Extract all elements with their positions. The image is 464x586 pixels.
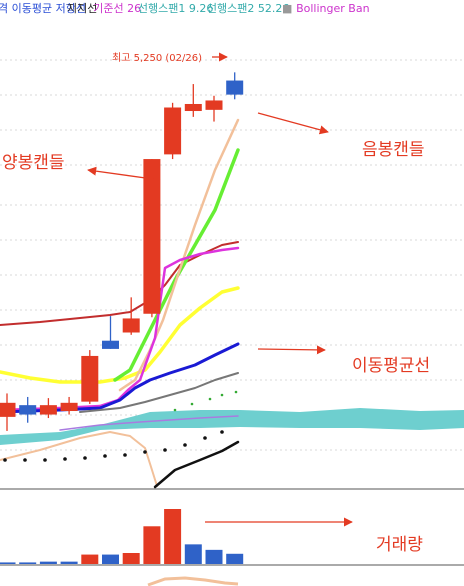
volume-bar [0,562,16,564]
candle-body [102,340,119,349]
candle-body [81,355,99,402]
annotation-arrows [87,52,353,527]
candle-body [122,318,140,333]
lagging-span-purple [59,415,239,431]
candle-body [0,402,16,417]
ma-line-blue [0,342,240,414]
legend-item: ■ [282,2,292,15]
green-dot [190,402,194,406]
moving-average-arrow [257,345,326,355]
legend-item: 격 이동평균 저항선 [0,2,86,15]
black-dot [23,458,27,462]
ma-line-green [113,148,240,382]
black-dot [143,450,147,454]
up-candles-arrow [87,166,161,181]
black-dot [63,457,67,461]
volume-bar [205,549,223,564]
volume-bar [122,553,140,564]
candle-body [39,405,57,415]
candle-body [184,103,202,112]
volume-bar [102,554,119,564]
black-dot [183,443,187,447]
black-dot [163,448,167,452]
green-dot [208,397,212,401]
ma-line-peach [118,118,240,392]
price-gridlines [0,59,464,451]
green-dot [234,390,238,394]
high-price-label: 최고 5,250 (02/26) [112,52,202,64]
moving-average-label: 이동평균선 [352,356,430,376]
black-dot [83,456,87,460]
volume-bars [0,509,244,564]
candle-body [205,100,223,110]
black-dot [43,458,47,462]
ma-line-gray [79,372,239,413]
green-dot [220,393,224,397]
black-dot [3,458,7,462]
black-dot [203,436,207,440]
volume-bar [60,561,78,564]
volume-bar [143,526,161,564]
up-candles-label: 양봉캔들 [2,153,65,173]
legend-item: 선행스팬2 52.26 [207,2,289,15]
candle-body [226,80,244,95]
volume-bar [39,561,57,564]
lower-pane-indicator [147,576,239,586]
volume-bar [81,554,99,564]
legend-item: 선행스팬1 9.26 [138,2,213,15]
down-candles-arrow [257,112,329,135]
volume-bar [19,562,37,564]
green-dot-markers [173,390,238,412]
legend-item: 지지선 [67,2,97,15]
candle-body [143,159,161,314]
black-dot [123,453,127,457]
black-dot [220,430,224,434]
ma-line-magenta [0,246,240,412]
candle-body [19,405,37,415]
volume-bar [164,509,182,564]
green-dot [173,408,177,412]
legend-item: Bollinger Ban [296,2,369,15]
candlesticks [0,72,244,431]
candle-body [164,107,182,155]
ma-line-yellow [0,286,240,384]
black-dot-markers [3,430,224,462]
ichimoku-cloud [0,408,464,445]
bollinger-lower-peach [0,431,158,487]
candle-body [60,402,78,412]
volume-label: 거래량 [376,535,423,555]
black-dot [103,454,107,458]
legend-item: 기준선 26 [93,2,141,15]
volume-bar [226,553,244,564]
volume-bar [184,544,202,564]
support-line-black [153,440,240,489]
down-candles-label: 음봉캔들 [362,140,425,160]
